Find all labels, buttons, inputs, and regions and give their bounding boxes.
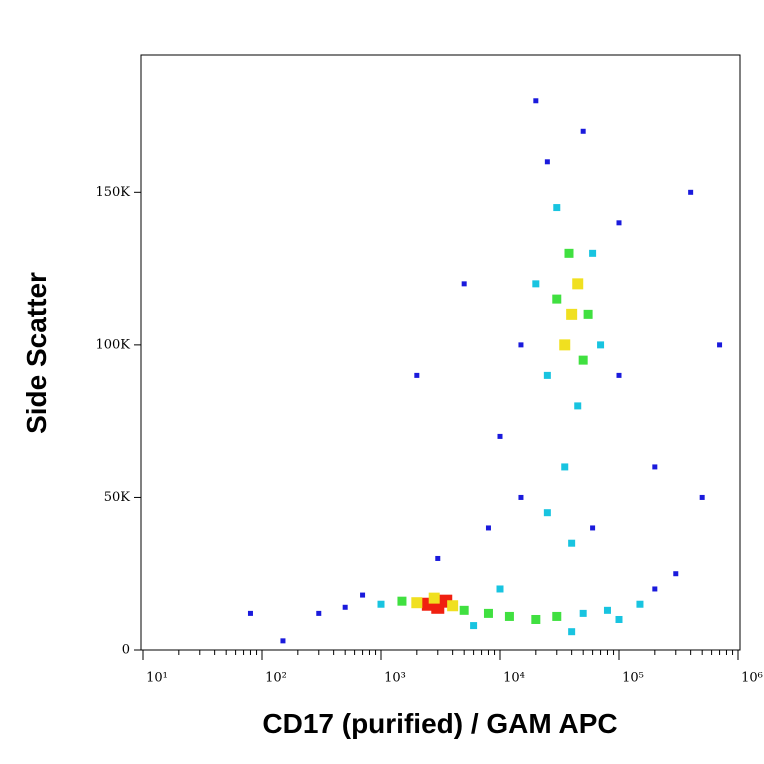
event-point — [568, 628, 576, 636]
event-point — [411, 597, 423, 609]
event-point — [496, 585, 504, 593]
y-axis-label: Side Scatter — [21, 272, 52, 434]
event-point — [597, 341, 605, 349]
event-point — [652, 464, 658, 470]
x-axis-label: CD17 (purified) / GAM APC — [262, 708, 617, 739]
event-point — [603, 606, 611, 614]
event-point — [636, 600, 644, 608]
event-point — [532, 280, 540, 288]
event-point — [459, 605, 469, 615]
event-point — [543, 509, 551, 517]
event-point — [552, 611, 562, 621]
event-point — [470, 622, 478, 630]
plot-frame — [140, 54, 741, 651]
event-point — [578, 355, 588, 365]
y-tick-label: 0 — [122, 643, 130, 658]
x-tick-label: 10¹ — [146, 671, 168, 686]
event-point — [572, 278, 584, 290]
event-point — [280, 638, 286, 644]
event-point — [533, 98, 539, 104]
event-point — [497, 433, 503, 439]
event-point — [616, 372, 622, 378]
event-point — [518, 494, 524, 500]
event-point — [461, 281, 467, 287]
event-point — [652, 586, 658, 592]
event-point — [688, 189, 694, 195]
event-point — [360, 592, 366, 598]
event-point — [673, 571, 679, 577]
y-tick-label: 50K — [104, 490, 131, 505]
event-point — [574, 402, 582, 410]
event-point — [543, 371, 551, 379]
x-tick-label: 10⁴ — [503, 671, 525, 686]
event-point — [342, 604, 348, 610]
event-point — [435, 555, 441, 561]
event-point — [717, 342, 723, 348]
event-point — [553, 204, 561, 212]
event-point — [566, 308, 578, 320]
x-tick-label: 10² — [265, 671, 287, 686]
event-point — [559, 339, 571, 351]
y-tick-label: 100K — [95, 337, 130, 352]
event-point — [544, 159, 550, 165]
event-point — [316, 610, 322, 616]
event-point — [518, 342, 524, 348]
event-point — [590, 525, 596, 531]
event-point — [699, 494, 705, 500]
event-point — [397, 596, 407, 606]
event-point — [552, 294, 562, 304]
event-point — [485, 525, 491, 531]
event-point — [414, 372, 420, 378]
y-tick-label: 150K — [95, 185, 130, 200]
event-point — [564, 248, 574, 258]
event-point — [561, 463, 569, 471]
x-tick-label: 10³ — [384, 671, 406, 686]
event-point — [447, 600, 459, 612]
event-point — [616, 220, 622, 226]
event-point — [483, 608, 493, 618]
event-point — [504, 611, 514, 621]
event-point — [247, 610, 253, 616]
event-point — [377, 600, 385, 608]
event-point — [615, 615, 623, 623]
event-point — [531, 614, 541, 624]
event-point — [589, 249, 597, 257]
event-point — [428, 592, 440, 604]
x-tick-label: 10⁶ — [741, 671, 763, 686]
event-point — [580, 128, 586, 134]
x-tick-label: 10⁵ — [622, 671, 644, 686]
event-point — [583, 309, 593, 319]
event-point — [568, 539, 576, 547]
event-point — [579, 609, 587, 617]
